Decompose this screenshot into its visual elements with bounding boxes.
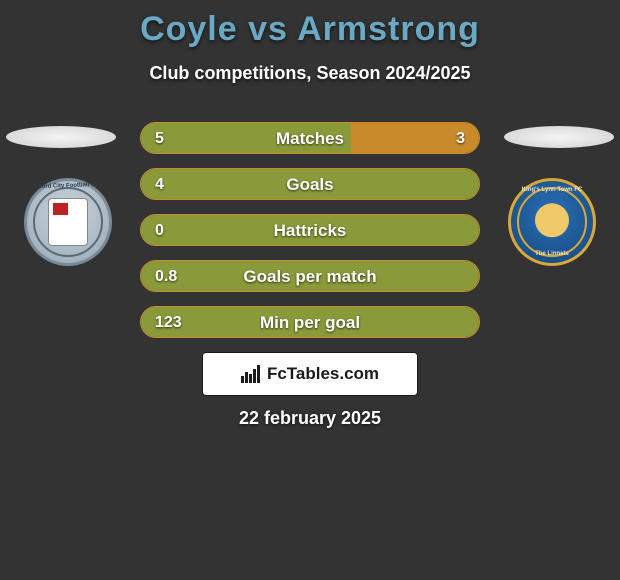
title: Coyle vs Armstrong — [0, 0, 620, 49]
subtitle: Club competitions, Season 2024/2025 — [0, 63, 620, 84]
stat-value-right: 3 — [456, 123, 465, 154]
crest-right-text: King's Lynn Town FC — [511, 187, 593, 194]
crest-left-text: Oxford City Football Club — [27, 182, 109, 192]
stat-row: 5Matches3 — [140, 122, 480, 154]
stat-label: Goals — [141, 169, 479, 200]
stat-label: Min per goal — [141, 307, 479, 338]
club-crest-right: King's Lynn Town FC The Linnets — [508, 178, 596, 266]
date-text: 22 february 2025 — [0, 408, 620, 429]
stat-label: Matches — [141, 123, 479, 154]
stat-row: 0.8Goals per match — [140, 260, 480, 292]
crest-right-bird-icon — [535, 203, 569, 237]
stat-label: Hattricks — [141, 215, 479, 246]
stat-label: Goals per match — [141, 261, 479, 292]
stat-row: 123Min per goal — [140, 306, 480, 338]
avatar-left-placeholder — [6, 126, 116, 148]
brand-text: FcTables.com — [267, 364, 379, 384]
avatar-right-placeholder — [504, 126, 614, 148]
player-right-name: Armstrong — [297, 10, 480, 48]
club-crest-left: Oxford City Football Club — [24, 178, 112, 266]
vs-text: vs — [248, 10, 288, 48]
stats-column: 5Matches3 4Goals 0Hattricks 0.8Goals per ma… — [140, 122, 480, 352]
comparison-card: Coyle vs Armstrong Club competitions, Se… — [0, 0, 620, 580]
brand-pill[interactable]: FcTables.com — [202, 352, 418, 396]
player-left-name: Coyle — [140, 10, 238, 48]
bar-chart-icon — [241, 365, 261, 383]
crest-left-flag — [53, 203, 83, 215]
stat-row: 0Hattricks — [140, 214, 480, 246]
stat-row: 4Goals — [140, 168, 480, 200]
crest-right-nickname: The Linnets — [511, 251, 593, 257]
crest-left-shield — [48, 198, 88, 246]
